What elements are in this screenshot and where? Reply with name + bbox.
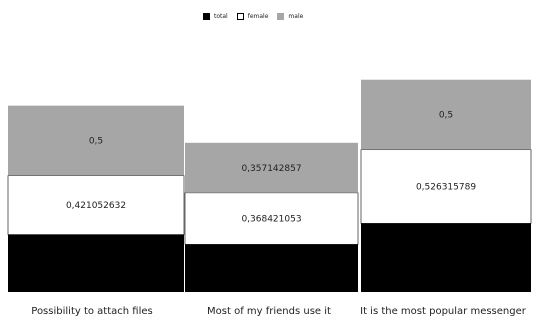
legend-swatch-male (277, 13, 285, 20)
bar-male-2 (361, 79, 531, 150)
category-label-1: Most of my friends use it (207, 306, 331, 317)
category-label-0: Possibility to attach files (31, 306, 153, 317)
legend-swatch-total (203, 13, 210, 20)
bar-male-0 (8, 105, 184, 176)
legend-item-male: male (277, 13, 303, 20)
legend-label-total: total (214, 13, 228, 20)
data-label-female-1: 0,368421053 (241, 215, 301, 225)
bar-male-1 (185, 142, 358, 193)
legend-label-female: female (247, 13, 269, 20)
data-label-male-1: 0,357142857 (241, 164, 301, 174)
bar-total-1 (185, 244, 358, 292)
data-label-female-2: 0,526315789 (416, 183, 476, 193)
legend-item-total: total (203, 13, 228, 20)
legend: total female male (203, 13, 303, 20)
bar-female-0 (7, 175, 185, 235)
bar-total-0 (8, 234, 184, 292)
data-label-male-2: 0,5 (439, 111, 453, 121)
bar-total-2 (361, 223, 531, 292)
legend-label-male: male (288, 13, 304, 20)
bar-female-1 (184, 192, 359, 245)
legend-item-female: female (236, 13, 269, 20)
legend-swatch-female (236, 13, 244, 20)
category-label-2: It is the most popular messenger (360, 306, 526, 317)
data-label-male-0: 0,5 (89, 137, 103, 147)
data-label-female-0: 0,421052632 (66, 201, 126, 211)
